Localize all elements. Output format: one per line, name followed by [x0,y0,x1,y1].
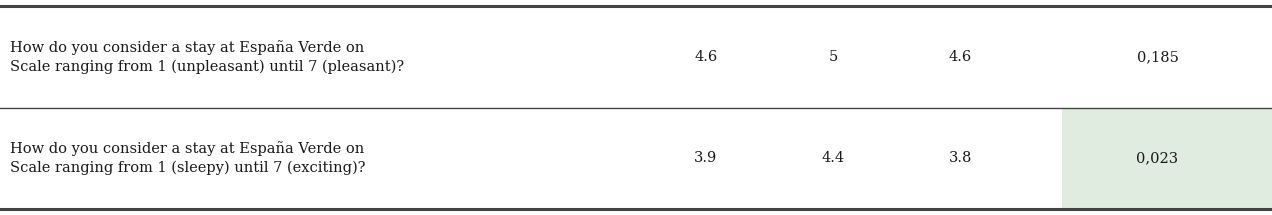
Text: 4.4: 4.4 [822,151,845,165]
Text: 4.6: 4.6 [695,50,717,64]
Text: How do you consider a stay at España Verde on
Scale ranging from 1 (unpleasant) : How do you consider a stay at España Ver… [10,40,404,74]
Text: 0,185: 0,185 [1137,50,1178,64]
Text: 5: 5 [828,50,838,64]
Text: 4.6: 4.6 [949,50,972,64]
Text: 0,023: 0,023 [1136,151,1179,165]
Bar [1062,108,1272,209]
Text: 3.8: 3.8 [949,151,972,165]
Text: How do you consider a stay at España Verde on
Scale ranging from 1 (sleepy) unti: How do you consider a stay at España Ver… [10,141,365,175]
Text: 3.9: 3.9 [695,151,717,165]
